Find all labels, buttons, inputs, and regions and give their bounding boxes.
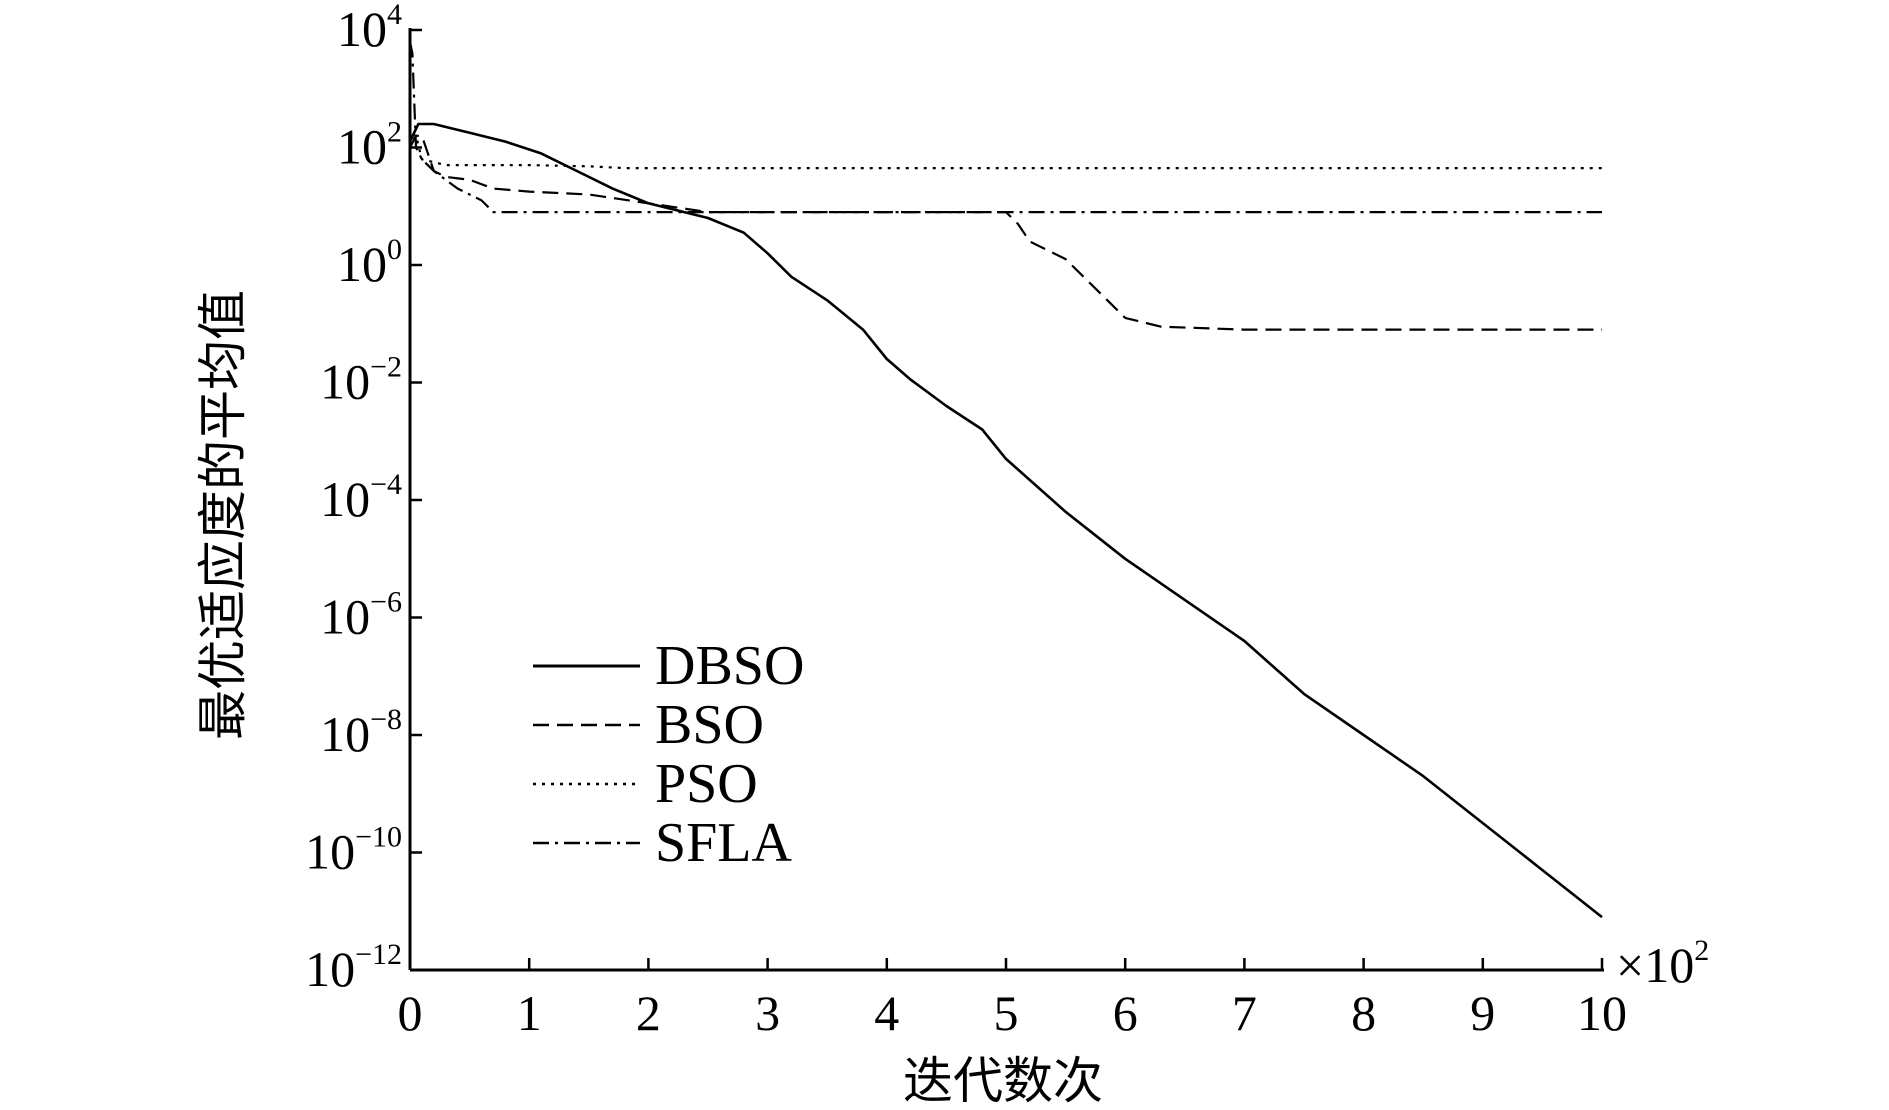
y-tick-label: 10−4 <box>320 468 402 527</box>
y-tick-base: 10 <box>320 471 370 527</box>
y-tick-label: 104 <box>337 0 402 57</box>
x-tick-label: 2 <box>636 985 661 1041</box>
y-tick-exponent: −12 <box>355 938 402 971</box>
x-multiplier-base: ×10 <box>1616 937 1694 993</box>
series-line-dbso <box>408 122 1603 919</box>
y-tick-label: 100 <box>337 233 402 292</box>
y-tick-label: 102 <box>337 116 402 175</box>
y-tick-label: 10−10 <box>305 821 402 880</box>
y-tick-exponent: −8 <box>370 703 402 736</box>
series-line-pso <box>408 134 1602 170</box>
x-tick-label: 3 <box>755 985 780 1041</box>
y-tick-base: 10 <box>320 354 370 410</box>
x-tick-label: 4 <box>874 985 899 1041</box>
y-tick-base: 10 <box>305 941 355 997</box>
legend-label-sfla: SFLA <box>655 812 792 874</box>
y-tick-base: 10 <box>337 119 387 175</box>
series-layer <box>408 41 1603 919</box>
x-axis-title: 迭代数次 <box>903 1052 1103 1110</box>
y-tick-base: 10 <box>305 824 355 880</box>
y-tick-base: 10 <box>320 706 370 762</box>
y-axis-title: 最优适应度的平均值 <box>194 290 252 740</box>
y-tick-exponent: −6 <box>370 586 402 619</box>
series-line-bso <box>409 134 1602 331</box>
y-tick-exponent: 4 <box>387 0 402 31</box>
y-tick-base: 10 <box>320 589 370 645</box>
y-tick-exponent: −10 <box>355 821 402 854</box>
y-tick-exponent: −4 <box>370 468 402 501</box>
x-tick-label: 8 <box>1351 985 1376 1041</box>
series-line-sfla <box>408 41 1602 214</box>
axes <box>408 28 1604 972</box>
x-tick-label: 10 <box>1577 985 1627 1041</box>
y-tick-label: 10−6 <box>320 586 402 645</box>
x-tick-label: 6 <box>1113 985 1138 1041</box>
y-tick-label: 10−12 <box>305 938 402 997</box>
x-tick-label: 9 <box>1470 985 1495 1041</box>
legend-label-pso: PSO <box>655 753 758 815</box>
x-tick-label: 1 <box>517 985 542 1041</box>
y-tick-base: 10 <box>337 1 387 57</box>
tick-labels: 0 1 2 3 4 5 6 7 8 9 10×10210410210010−210−410−610−… <box>305 0 1709 1041</box>
x-multiplier-exponent: 2 <box>1694 934 1709 967</box>
x-tick-label: 0 <box>398 985 423 1041</box>
y-tick-base: 10 <box>337 236 387 292</box>
y-tick-exponent: 2 <box>387 116 402 149</box>
y-tick-exponent: 0 <box>387 233 402 266</box>
legend-label-dbso: DBSO <box>655 635 804 697</box>
y-tick-label: 10−8 <box>320 703 402 762</box>
legend-label-bso: BSO <box>655 694 764 756</box>
x-multiplier-label: ×102 <box>1616 934 1709 993</box>
axis-titles: 迭代数次 最优适应度的平均值 <box>194 290 1103 1110</box>
x-tick-label: 5 <box>994 985 1019 1041</box>
x-tick-label: 7 <box>1232 985 1257 1041</box>
y-tick-exponent: −2 <box>370 351 402 384</box>
y-tick-label: 10−2 <box>320 351 402 410</box>
